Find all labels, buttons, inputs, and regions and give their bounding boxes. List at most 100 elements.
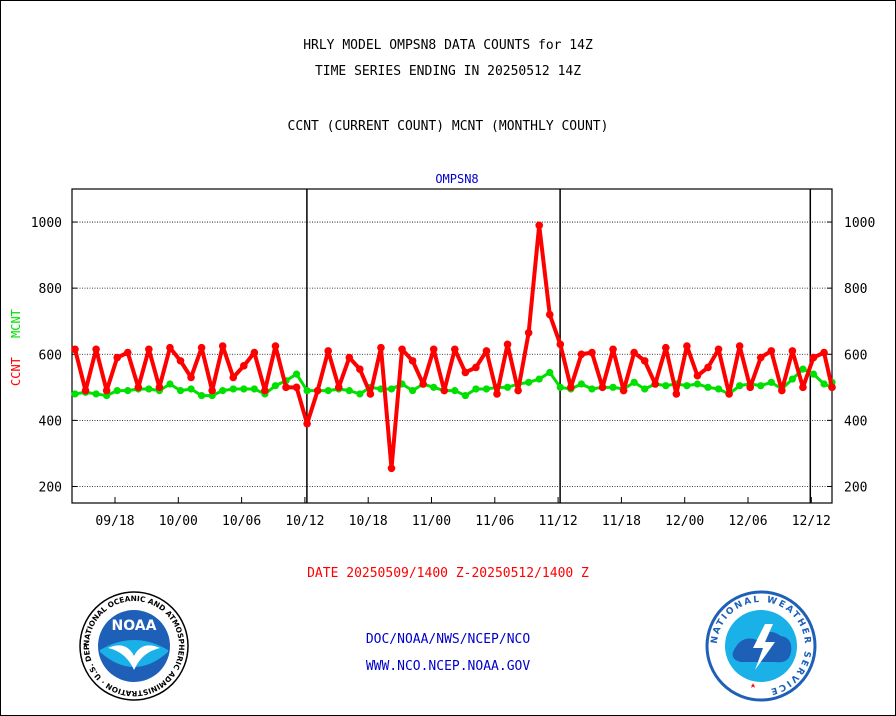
mcnt-point — [303, 387, 311, 395]
ccnt-point — [134, 383, 143, 392]
mcnt-point — [503, 383, 512, 391]
mcnt-point — [693, 380, 702, 388]
mcnt-point — [387, 385, 396, 393]
mcnt-point — [609, 383, 617, 391]
ccnt-point — [577, 350, 586, 359]
ccnt-point — [197, 343, 206, 352]
ccnt-point — [714, 345, 723, 354]
ccnt-point — [240, 362, 248, 370]
x-tick-label: 11/12 — [539, 514, 578, 529]
mcnt-point — [714, 385, 723, 393]
mcnt-point — [292, 370, 301, 378]
y-tick-label-right: 800 — [844, 282, 867, 297]
y-axis-label-ccnt: CCNT — [9, 357, 23, 386]
ccnt-point — [799, 383, 807, 392]
ccnt-point — [693, 371, 702, 380]
ccnt-point — [820, 348, 828, 357]
ccnt-point — [113, 353, 121, 362]
mcnt-point — [240, 385, 248, 393]
mcnt-point — [176, 387, 185, 395]
mcnt-point — [482, 385, 491, 393]
ccnt-point — [514, 386, 522, 395]
ccnt-point — [377, 343, 385, 352]
chart-title: OMPSN8 — [435, 172, 478, 186]
ccnt-point — [229, 373, 238, 382]
y-tick-label-left: 200 — [39, 480, 62, 495]
mcnt-point — [356, 390, 364, 398]
mcnt-point — [145, 385, 153, 393]
label-layer: 200 200 400 400 600 600 800 800 1000 1000 09/18 10/… — [9, 172, 875, 529]
date-range: DATE 20250509/1400 Z-20250512/1400 Z — [307, 566, 589, 581]
mcnt-point — [345, 387, 353, 395]
ccnt-point — [756, 353, 765, 362]
ccnt-point — [398, 345, 406, 354]
ccnt-point — [324, 347, 333, 355]
mcnt-point — [271, 382, 280, 390]
ccnt-point — [123, 348, 132, 357]
ccnt-point — [303, 419, 311, 428]
ccnt-point — [313, 386, 322, 395]
mcnt-point — [556, 383, 564, 391]
ccnt-point — [672, 390, 681, 398]
x-tick-label: 10/06 — [222, 514, 261, 529]
ccnt-point — [746, 383, 754, 392]
ccnt-point — [535, 221, 543, 230]
ccnt-point — [155, 383, 164, 392]
ccnt-series — [71, 221, 836, 473]
mcnt-point — [630, 378, 638, 386]
ccnt-point — [588, 348, 596, 357]
ccnt-point — [440, 386, 449, 395]
footer-url: WWW.NCO.NCEP.NOAA.GOV — [365, 659, 531, 674]
title-line-1: HRLY MODEL OMPSN8 DATA COUNTS for 14Z — [303, 38, 593, 53]
mcnt-point — [788, 375, 797, 383]
ccnt-point — [567, 383, 575, 392]
mcnt-point — [662, 382, 670, 390]
mcnt-point — [757, 382, 765, 390]
ccnt-point — [145, 345, 153, 354]
x-tick-label: 12/00 — [665, 514, 704, 529]
ccnt-point — [366, 390, 375, 398]
mcnt-point — [736, 382, 744, 390]
ccnt-point — [334, 383, 343, 392]
mcnt-point — [430, 383, 438, 391]
mcnt-point — [451, 387, 459, 395]
nws-logo-icon: NATIONAL WEATHER SERVICE — [705, 590, 817, 702]
y-axis-label-mcnt: MCNT — [9, 309, 23, 338]
y-tick-label-right: 1000 — [844, 216, 875, 231]
axis-layer — [71, 188, 833, 504]
x-tick-label: 10/12 — [285, 514, 324, 529]
ccnt-point — [778, 386, 786, 395]
ccnt-point — [619, 386, 628, 395]
ccnt-point — [556, 340, 565, 349]
ccnt-point — [662, 343, 670, 352]
y-tick-label-right: 600 — [844, 348, 867, 363]
mcnt-point — [767, 378, 775, 386]
x-tick-label: 10/00 — [159, 514, 198, 529]
ccnt-point — [651, 380, 660, 388]
ccnt-point — [250, 348, 259, 357]
x-tick-label: 11/00 — [412, 514, 451, 529]
ccnt-point — [218, 342, 227, 350]
ccnt-point — [429, 345, 438, 354]
ccnt-point — [609, 345, 617, 354]
mcnt-point — [683, 382, 691, 390]
ccnt-point — [472, 363, 480, 372]
mcnt-point — [198, 391, 206, 400]
mcnt-point — [820, 380, 828, 388]
mcnt-point — [641, 385, 649, 393]
ccnt-point — [683, 342, 691, 350]
noaa-logo-icon: NATIONAL OCEANIC AND ATMOSPHERIC ADMINIS… — [78, 590, 189, 701]
ccnt-point — [102, 386, 111, 395]
mcnt-point — [219, 387, 227, 395]
y-tick-label-left: 800 — [39, 282, 62, 297]
ccnt-point — [419, 380, 427, 388]
ccnt-point — [345, 353, 354, 362]
mcnt-point — [546, 368, 554, 377]
ccnt-point — [408, 357, 417, 365]
ccnt-point — [704, 363, 712, 372]
ccnt-point — [630, 348, 638, 357]
plot-area-border — [71, 188, 833, 504]
ccnt-point — [292, 383, 301, 392]
x-tick-label: 11/18 — [602, 514, 641, 529]
